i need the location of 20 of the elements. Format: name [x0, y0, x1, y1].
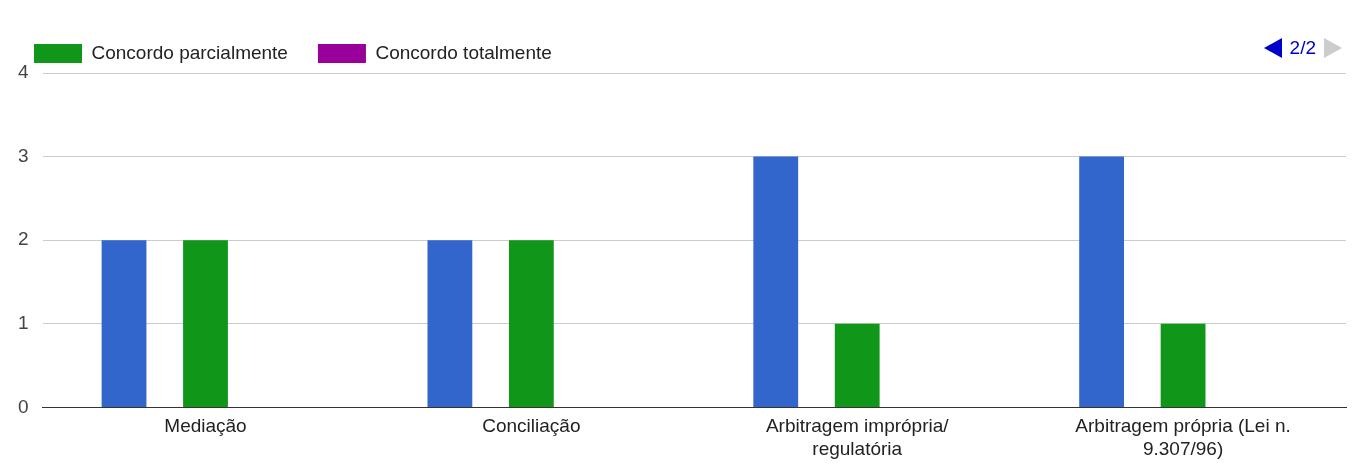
y-tick-label: 2 [17, 228, 29, 250]
y-tick-label: 4 [17, 61, 29, 83]
bar [1160, 323, 1206, 407]
bar [183, 240, 228, 407]
x-tick-label: Arbitragem própria (Lei n. 9.307/96) [1075, 415, 1291, 459]
y-tick-label: 0 [17, 395, 29, 417]
x-tick-label: Arbitragem imprópria/ regulatória [765, 415, 950, 459]
legend-label: Concordo parcialmente [91, 41, 288, 63]
x-tick-label: Mediação [164, 415, 247, 437]
x-tick-label: Conciliação [482, 415, 581, 437]
legend-label: Concordo totalmente [375, 41, 552, 63]
y-tick-label: 3 [17, 144, 29, 166]
bar [427, 240, 473, 407]
bar [834, 323, 880, 407]
text: 2/2 [1289, 37, 1316, 59]
bar [1079, 156, 1125, 407]
y-tick-label: 1 [17, 312, 29, 334]
bar [101, 240, 147, 407]
bar [508, 240, 554, 407]
bar [753, 156, 799, 407]
